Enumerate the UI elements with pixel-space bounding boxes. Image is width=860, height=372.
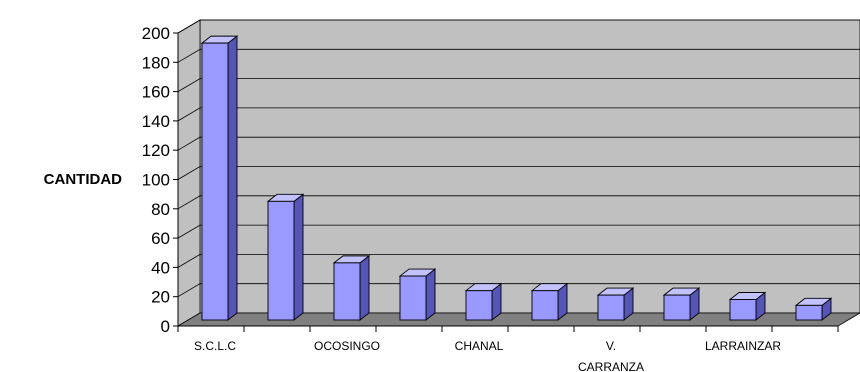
y-tick-label: 160 [142,83,170,102]
bar-side [359,254,370,321]
bar-side [227,35,238,321]
bar-side [425,268,436,321]
gridline [177,48,860,63]
x-tick-label: CHANAL [455,339,504,353]
bar-front [795,304,823,321]
gridline [177,166,860,180]
bar [596,287,635,321]
y-tick-label: 140 [142,112,170,131]
x-tick-label: V. CARRANZA [578,339,644,372]
bar-front [399,275,427,321]
bars [200,35,833,321]
gridline [177,283,860,298]
bar-front [267,200,295,321]
bar-side [293,193,304,321]
bar [794,297,833,321]
y-axis-label: CANTIDAD [44,171,122,188]
y-tick-label: 180 [142,53,170,72]
gridline [177,195,860,210]
gridline [177,253,860,268]
bar [266,193,305,321]
y-tick-label: 60 [151,229,170,248]
y-tick-label: 100 [142,171,170,190]
x-tick-label: LARRAINZAR [705,339,781,353]
bar-front [729,299,757,321]
gridline [177,136,860,151]
bar [200,35,239,321]
bar [728,291,767,321]
y-tick-label: 40 [151,258,170,277]
y-tick-label: 80 [151,200,170,219]
gridline [177,224,860,239]
bar [530,282,569,321]
x-axis-labels: S.C.L.C OCOSINGO CHANAL V. CARRANZA LARRAINZA… [177,326,839,372]
gridline [177,78,860,92]
bar-front [201,42,229,321]
bar [398,268,437,321]
y-tick-label: 120 [142,141,170,160]
bar [332,254,371,321]
bar-front [531,290,559,321]
bar-front [465,290,493,321]
bar-front [333,262,361,321]
bar [464,282,503,321]
bar [662,287,701,321]
bar-front [663,294,691,321]
gridline [177,19,860,34]
x-tick-label: S.C.L.C [194,339,236,353]
y-tick-label: 0 [161,317,170,336]
gridlines [177,19,860,298]
y-tick-label: 200 [142,24,170,43]
bar-front [597,294,625,321]
y-tick-label: 20 [151,288,170,307]
gridline [177,107,860,122]
x-tick-label: OCOSINGO [314,339,380,353]
